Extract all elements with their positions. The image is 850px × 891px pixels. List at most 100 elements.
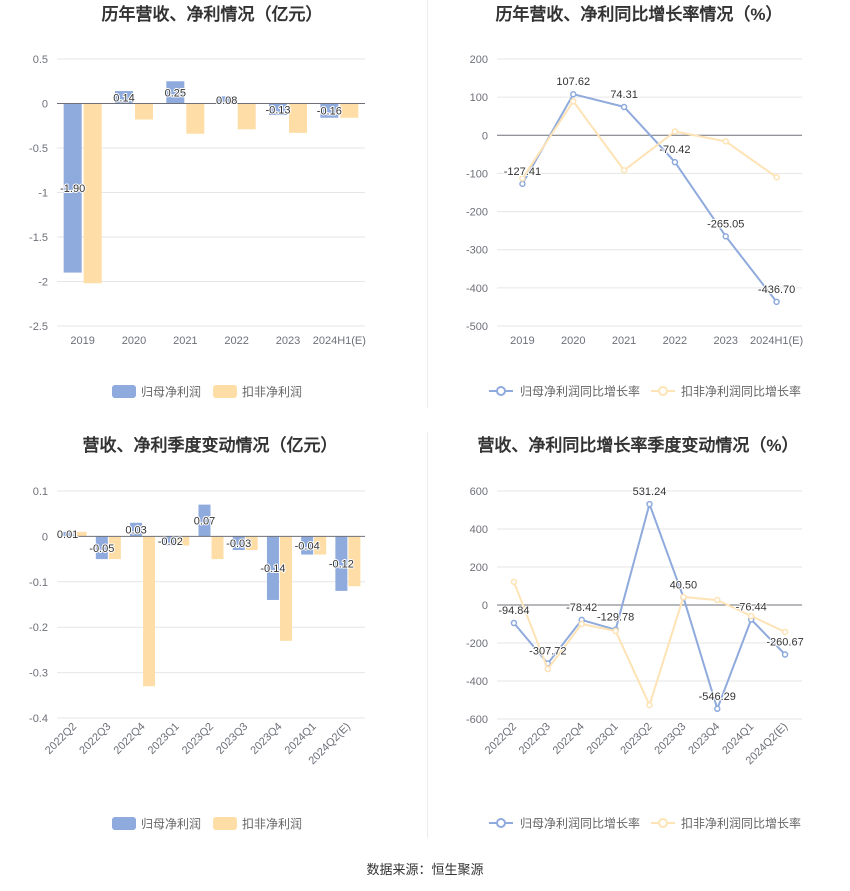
bar[interactable] xyxy=(279,536,292,641)
data-point[interactable] xyxy=(773,173,780,181)
data-point[interactable] xyxy=(747,612,755,620)
series-0-bars xyxy=(63,81,339,273)
x-tick-label: 2022Q4 xyxy=(112,721,148,757)
bar[interactable] xyxy=(115,91,133,104)
x-tick-label: 2022Q3 xyxy=(77,721,113,757)
data-label: 0.08 xyxy=(216,95,237,107)
bar[interactable] xyxy=(266,536,279,600)
bar[interactable] xyxy=(245,536,258,551)
bar[interactable] xyxy=(130,522,143,537)
bar[interactable] xyxy=(198,504,211,537)
data-point[interactable] xyxy=(714,705,721,713)
bar[interactable] xyxy=(135,103,153,120)
data-point[interactable] xyxy=(680,593,687,601)
bar[interactable] xyxy=(164,536,177,546)
y-tick-label: 200 xyxy=(470,54,488,66)
data-point[interactable] xyxy=(671,158,679,166)
quarterly-growth-line-chart: 营收、净利同比增长率季度变动情况（%） 600 400 200 0 -200 -400 -6… xyxy=(466,435,805,831)
data-point[interactable] xyxy=(544,665,552,673)
chart-title: 历年营收、净利情况（亿元） xyxy=(102,4,323,24)
bar[interactable] xyxy=(177,536,190,546)
bar[interactable] xyxy=(301,536,314,555)
data-label: 531.24 xyxy=(633,486,667,498)
legend-label: 归母净利润同比增长率 xyxy=(520,816,640,831)
legend: 归母净利润同比增长率 扣非净利润同比增长率 xyxy=(489,816,801,831)
legend-item-parent-net-profit[interactable]: 归母净利润 xyxy=(112,817,201,831)
x-tick-label: 2023Q2 xyxy=(180,721,216,757)
bar[interactable] xyxy=(74,531,87,537)
data-source-note: 数据来源：恒生聚源 xyxy=(366,862,484,877)
legend-item-parent-net-profit-growth[interactable]: 归母净利润同比增长率 xyxy=(489,384,640,399)
data-point[interactable] xyxy=(722,138,729,145)
legend-label: 扣非净利润同比增长率 xyxy=(681,384,801,399)
data-point[interactable] xyxy=(781,651,789,658)
bar[interactable] xyxy=(340,103,359,118)
data-point[interactable] xyxy=(612,627,619,635)
y-tick-label: -400 xyxy=(466,283,488,295)
y-tick-label: -2 xyxy=(38,277,48,289)
data-point[interactable] xyxy=(714,596,721,604)
data-label: -76.44 xyxy=(736,602,767,614)
x-tick-label: 2023 xyxy=(276,335,300,347)
legend-swatch xyxy=(213,385,237,398)
bar[interactable] xyxy=(186,103,205,134)
x-tick-label: 2022Q2 xyxy=(483,721,519,757)
legend-label: 扣非净利润 xyxy=(242,385,302,399)
data-point[interactable] xyxy=(570,90,577,98)
legend: 归母净利润同比增长率 扣非净利润同比增长率 xyxy=(489,384,801,399)
y-tick-label: -0.4 xyxy=(29,713,48,725)
data-point[interactable] xyxy=(620,103,628,111)
data-label: -0.13 xyxy=(265,104,290,116)
legend-item-deducted-net-profit[interactable]: 扣非净利润 xyxy=(213,385,302,399)
bar[interactable] xyxy=(166,81,185,104)
bar[interactable] xyxy=(61,531,74,537)
data-point[interactable] xyxy=(646,500,653,508)
data-point[interactable] xyxy=(519,180,526,188)
bar[interactable] xyxy=(143,536,156,687)
x-tick-label: 2023 xyxy=(714,335,738,347)
legend: 归母净利润 扣非净利润 xyxy=(112,385,302,399)
bar[interactable] xyxy=(83,103,102,284)
bar[interactable] xyxy=(348,536,361,587)
plot-area: 600 400 200 0 -200 -400 -6002022Q22022Q32022Q4… xyxy=(466,485,805,767)
legend-item-parent-net-profit-growth[interactable]: 归母净利润同比增长率 xyxy=(489,816,640,831)
legend-label: 归母净利润同比增长率 xyxy=(520,384,640,399)
x-tick-label: 2020 xyxy=(561,335,585,347)
data-point[interactable] xyxy=(671,128,679,135)
bar[interactable] xyxy=(289,103,307,133)
data-point[interactable] xyxy=(510,619,518,627)
data-point[interactable] xyxy=(570,98,577,105)
data-point[interactable] xyxy=(781,628,789,636)
bar[interactable] xyxy=(335,536,348,591)
chart-title: 历年营收、净利同比增长率情况（%） xyxy=(495,4,782,24)
data-label: -0.14 xyxy=(260,563,285,575)
legend-item-deducted-net-profit-growth[interactable]: 扣非净利润同比增长率 xyxy=(651,816,801,831)
data-label: -0.05 xyxy=(89,543,114,555)
plot-area: 200 100 0 -100 -200 -300 -400 -500 2019 2020 2021 2… xyxy=(466,54,803,347)
bar[interactable] xyxy=(269,103,287,116)
data-point[interactable] xyxy=(620,167,628,174)
x-tick-label: 2022Q4 xyxy=(551,721,587,757)
data-point[interactable] xyxy=(722,233,729,240)
bar[interactable] xyxy=(63,103,82,273)
legend-item-deducted-net-profit[interactable]: 扣非净利润 xyxy=(213,817,302,831)
legend-item-deducted-net-profit-growth[interactable]: 扣非净利润同比增长率 xyxy=(651,384,801,399)
data-point[interactable] xyxy=(519,175,526,182)
bar[interactable] xyxy=(237,103,256,130)
data-label: -129.78 xyxy=(597,612,634,624)
data-point[interactable] xyxy=(578,620,585,628)
bar[interactable] xyxy=(217,96,236,104)
bar[interactable] xyxy=(314,536,327,555)
bar[interactable] xyxy=(320,103,339,118)
data-point[interactable] xyxy=(646,701,653,709)
data-label: 0.01 xyxy=(57,529,78,541)
bar[interactable] xyxy=(232,536,245,551)
bar[interactable] xyxy=(108,536,121,560)
bar[interactable] xyxy=(211,536,224,560)
legend-item-parent-net-profit[interactable]: 归母净利润 xyxy=(112,385,201,399)
bar[interactable] xyxy=(95,536,108,560)
data-point[interactable] xyxy=(773,298,780,306)
data-point[interactable] xyxy=(510,578,518,586)
series-1-line xyxy=(519,98,780,182)
quarterly-profit-bar-chart: 营收、净利季度变动情况（亿元） 0.10-0.1-0.2-0.3-0.42022… xyxy=(29,435,365,831)
